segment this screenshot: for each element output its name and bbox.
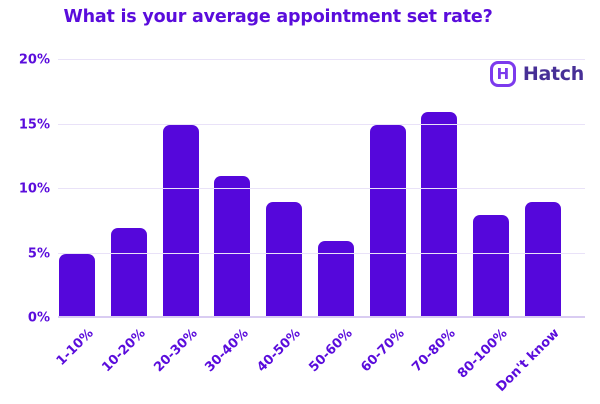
bar-20-30% — [162, 124, 199, 318]
hatch-logo: H Hatch — [489, 61, 584, 87]
bar-60-70% — [369, 124, 406, 318]
x-axis-baseline — [58, 316, 585, 318]
gridline — [58, 123, 585, 125]
bar-series — [59, 60, 561, 318]
x-tick-label: 50-60% — [306, 326, 356, 376]
hatch-h-icon: H — [489, 61, 516, 87]
bar-30-40% — [214, 176, 251, 318]
x-tick-label: 10-20% — [99, 326, 149, 376]
bar-1-10% — [59, 253, 95, 318]
x-tick-label: 1-10% — [53, 326, 97, 369]
bar-50-60% — [317, 240, 354, 318]
hatch-logo-text: Hatch — [522, 63, 584, 85]
y-tick-label: 15% — [18, 117, 50, 132]
x-tick-label: Don't know — [493, 326, 563, 395]
bar-80-100% — [473, 214, 510, 318]
x-tick-label: 80-100% — [455, 326, 511, 382]
bar-40-50% — [266, 201, 303, 318]
plot-area — [58, 59, 585, 318]
gridline — [58, 59, 585, 60]
gridline — [58, 252, 585, 254]
x-tick-label: 60-70% — [358, 326, 408, 376]
y-axis-labels: 0% 5% 10% 15% 20% — [0, 53, 50, 326]
y-tick-label: 5% — [27, 246, 50, 261]
y-tick-label: 0% — [27, 310, 50, 326]
y-tick-label: 20% — [18, 52, 50, 68]
bar-70-80% — [421, 111, 458, 318]
y-tick-label: 10% — [18, 181, 50, 197]
x-tick-label: 40-50% — [254, 326, 304, 376]
x-tick-label: 70-80% — [409, 326, 460, 376]
gridline — [58, 188, 585, 189]
x-tick-label: 20-30% — [150, 326, 201, 376]
chart-title: What is your average appointment set rat… — [63, 7, 493, 27]
bar-10-20% — [110, 227, 147, 318]
bar-Don't know — [524, 201, 561, 318]
x-tick-label: 30-40% — [202, 326, 252, 376]
